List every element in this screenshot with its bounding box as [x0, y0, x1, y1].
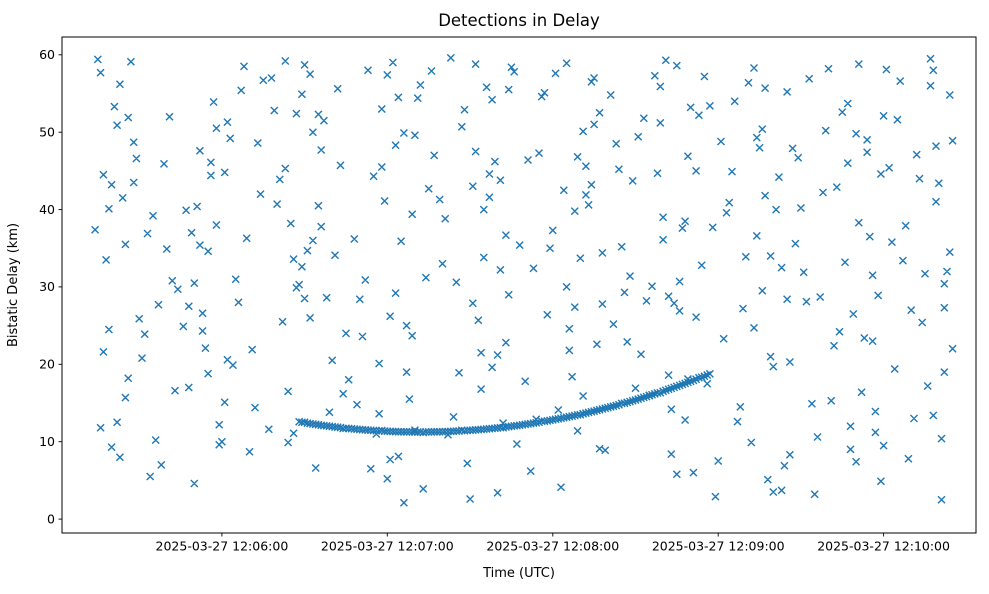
y-tick-label: 20 [39, 357, 55, 372]
plot-background [62, 37, 976, 533]
y-tick-label: 40 [39, 202, 55, 217]
ticks-layer: 2025-03-27 12:06:00 2025-03-27 12:07:00 20… [39, 47, 950, 553]
scatter-series-track [295, 369, 714, 437]
y-tick-label: 0 [47, 511, 55, 526]
x-tick-label: 2025-03-27 12:08:00 [486, 539, 619, 554]
axes-frame [61, 36, 977, 534]
x-tick-label: 2025-03-27 12:09:00 [652, 539, 785, 554]
x-tick-label: 2025-03-27 12:06:00 [156, 539, 289, 554]
chart-title: Detections in Delay [438, 11, 600, 30]
y-tick-label: 30 [39, 279, 55, 294]
x-tick-label: 2025-03-27 12:10:00 [817, 539, 950, 554]
x-axis-label: Time (UTC) [482, 566, 555, 581]
x-tick-label: 2025-03-27 12:07:00 [321, 539, 454, 554]
scatter-series-clutter [91, 53, 957, 507]
y-tick-label: 50 [39, 125, 55, 140]
points-layer [91, 53, 957, 507]
y-tick-label: 60 [39, 47, 55, 62]
y-axis-label: Bistatic Delay (km) [6, 223, 21, 347]
y-tick-label: 10 [39, 434, 55, 449]
